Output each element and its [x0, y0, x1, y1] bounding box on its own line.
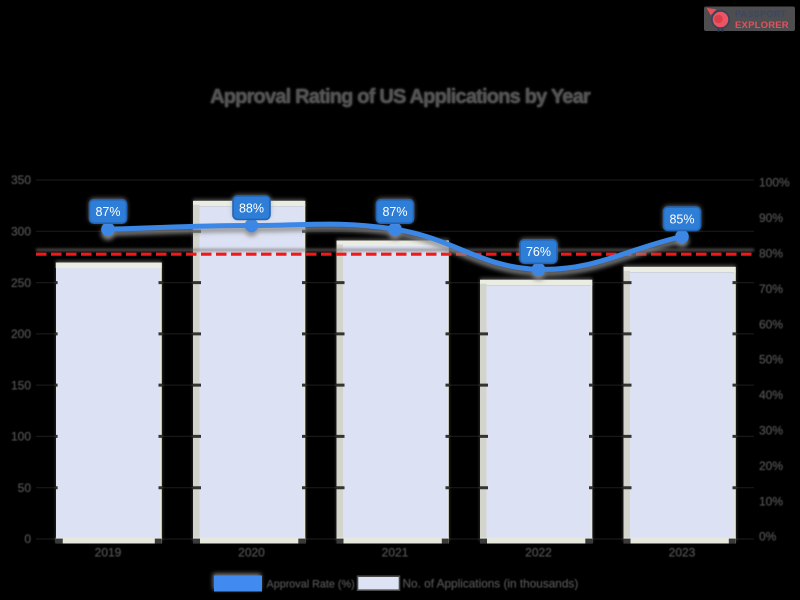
svg-text:40%: 40% — [759, 388, 783, 402]
svg-text:87%: 87% — [95, 205, 120, 219]
svg-text:300: 300 — [11, 225, 31, 239]
svg-text:0: 0 — [24, 532, 31, 546]
svg-text:70%: 70% — [759, 282, 783, 296]
svg-text:60%: 60% — [759, 317, 783, 331]
svg-text:50: 50 — [18, 481, 32, 495]
svg-text:87%: 87% — [382, 205, 407, 219]
svg-text:350: 350 — [11, 173, 31, 187]
svg-text:2021: 2021 — [382, 546, 409, 560]
svg-text:EXPLORER: EXPLORER — [735, 20, 789, 31]
svg-text:88%: 88% — [239, 201, 264, 215]
svg-text:2022: 2022 — [525, 546, 552, 560]
svg-text:250: 250 — [11, 276, 31, 290]
svg-text:76%: 76% — [526, 245, 551, 259]
svg-text:PASSPORT: PASSPORT — [735, 9, 786, 19]
svg-text:85%: 85% — [669, 212, 694, 226]
svg-text:0%: 0% — [759, 530, 777, 544]
svg-text:No. of Applications (in thousa: No. of Applications (in thousands) — [403, 577, 579, 591]
svg-text:200: 200 — [11, 327, 31, 341]
svg-text:90%: 90% — [759, 211, 783, 225]
svg-text:20%: 20% — [759, 459, 783, 473]
svg-text:10%: 10% — [759, 494, 783, 508]
svg-text:Approval Rating of US Applicat: Approval Rating of US Applications by Ye… — [210, 86, 591, 108]
svg-text:2019: 2019 — [95, 546, 122, 560]
svg-text:50%: 50% — [759, 353, 783, 367]
svg-text:100: 100 — [11, 430, 31, 444]
svg-text:30%: 30% — [759, 424, 783, 438]
svg-text:100%: 100% — [759, 176, 790, 190]
svg-text:150: 150 — [11, 378, 31, 392]
svg-text:2020: 2020 — [238, 546, 265, 560]
svg-text:80%: 80% — [759, 247, 783, 261]
svg-text:2023: 2023 — [669, 546, 696, 560]
svg-text:Approval Rate (%): Approval Rate (%) — [267, 579, 355, 591]
